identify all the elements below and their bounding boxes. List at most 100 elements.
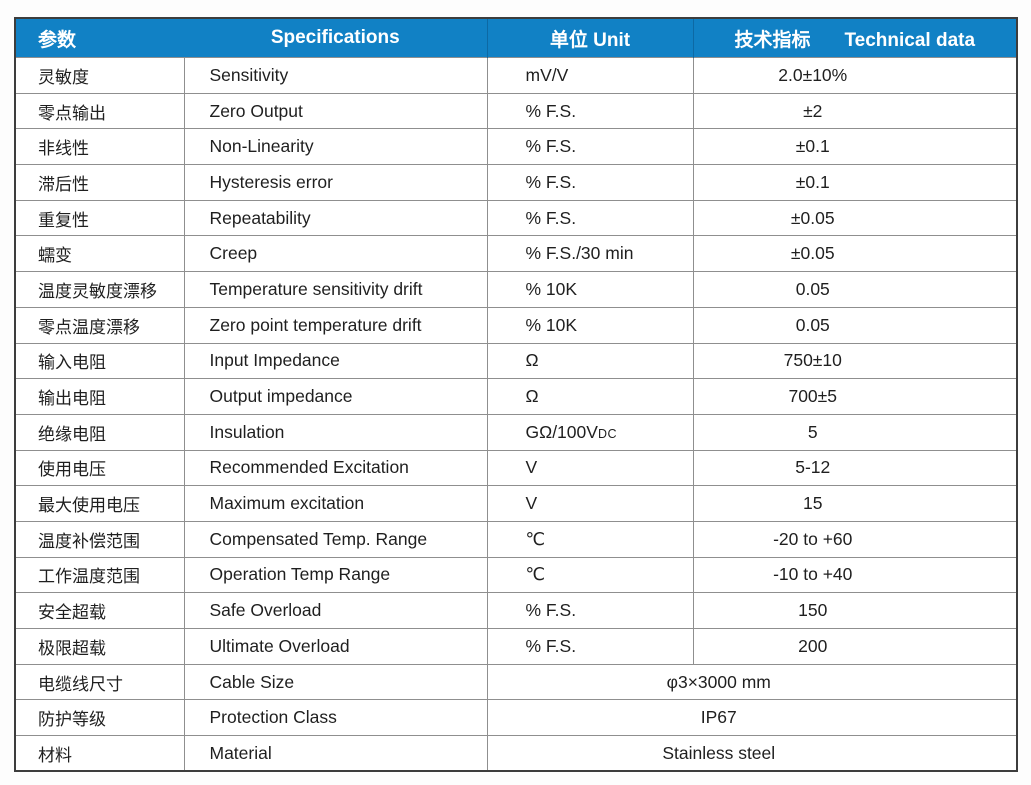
value-cell: 700±5 [692, 378, 1018, 415]
value-cell: ±0.05 [692, 235, 1018, 273]
value-cell: 0.05 [692, 306, 1018, 344]
unit-cell: V [486, 485, 694, 522]
spec-en-cell: Material [183, 735, 488, 772]
spec-en-cell: Sensitivity [183, 57, 488, 94]
unit-cell: % F.S. [486, 164, 694, 201]
table-row: 安全超载 Safe Overload% F.S. 150 [14, 592, 1018, 629]
table-row: 零点输出 Zero Output% F.S. ±2 [14, 92, 1018, 130]
merged-value-cell: φ3×3000 mm [486, 663, 1018, 701]
header-row: 参数 Specifications 单位 Unit 技术指标 Technical … [15, 18, 1017, 58]
spec-en-cell: Zero point temperature drift [183, 306, 488, 344]
merged-value-cell: Stainless steel [486, 735, 1018, 772]
spec-en-cell: Hysteresis error [183, 164, 488, 201]
spec-en-cell: Ultimate Overload [183, 628, 488, 665]
unit-cell: % 10K [486, 271, 694, 308]
unit-cell: mV/V [486, 57, 694, 94]
table-row: 重复性 Repeatability% F.S. ±0.05 [14, 199, 1018, 237]
unit-cell: % F.S./30 min [486, 235, 694, 273]
value-cell: ±0.05 [692, 199, 1018, 237]
table-row: 绝缘电阻 Insulation GΩ/100VDC 5 [14, 413, 1018, 451]
table-row: 温度补偿范围 Compensated Temp. Range ℃ -20 to +60 [14, 520, 1018, 558]
param-zh-cell: 安全超载 [14, 592, 185, 629]
spec-en-cell: Temperature sensitivity drift [183, 271, 488, 308]
param-zh-cell: 滞后性 [14, 164, 185, 201]
value-cell: 5 [692, 413, 1018, 451]
unit-cell: % F.S. [486, 628, 694, 665]
table-row: 工作温度范围 Operation Temp Range ℃ -10 to +40 [14, 556, 1018, 594]
spec-en-cell: Input Impedance [183, 342, 488, 380]
unit-cell: % 10K [486, 306, 694, 344]
param-zh-cell: 非线性 [14, 128, 185, 166]
param-zh-cell: 零点输出 [14, 92, 185, 130]
param-zh-cell: 电缆线尺寸 [14, 663, 185, 701]
param-zh-cell: 温度补偿范围 [14, 520, 185, 558]
header-specifications: Specifications [184, 18, 487, 58]
unit-subscript: DC [597, 426, 617, 441]
value-cell: -20 to +60 [692, 520, 1018, 558]
param-zh-cell: 蠕变 [14, 235, 185, 273]
spec-en-cell: Recommended Excitation [183, 449, 488, 487]
spec-en-cell: Cable Size [183, 663, 488, 701]
table-row: 材料 Material Stainless steel [14, 735, 1018, 772]
unit-cell: Ω [486, 378, 694, 415]
table-row: 防护等级 Protection Class IP67 [14, 699, 1018, 737]
unit-cell: % F.S. [486, 92, 694, 130]
value-cell: 200 [692, 628, 1018, 665]
spec-en-cell: Non-Linearity [183, 128, 488, 166]
spec-table-header: 参数 Specifications 单位 Unit 技术指标 Technical … [15, 18, 1017, 58]
param-zh-cell: 最大使用电压 [14, 485, 185, 522]
spec-en-cell: Repeatability [183, 199, 488, 237]
param-zh-cell: 绝缘电阻 [14, 413, 185, 451]
value-cell: 150 [692, 592, 1018, 629]
header-technical-data-en: Technical data [844, 29, 976, 51]
header-technical-data-zh: 技术指标 [734, 29, 811, 51]
param-zh-cell: 极限超载 [14, 628, 185, 665]
unit-cell: Ω [486, 342, 694, 380]
value-cell: ±2 [692, 92, 1018, 130]
table-row: 输入电阻 Input Impedance Ω 750±10 [14, 342, 1018, 380]
param-zh-cell: 重复性 [14, 199, 185, 237]
table-row: 电缆线尺寸 Cable Size φ3×3000 mm [14, 663, 1018, 701]
param-zh-cell: 灵敏度 [14, 57, 185, 94]
value-cell: 15 [692, 485, 1018, 522]
param-zh-cell: 防护等级 [14, 699, 185, 737]
header-technical-data: 技术指标 Technical data [692, 18, 1017, 58]
table-row: 滞后性 Hysteresis error% F.S. ±0.1 [14, 164, 1018, 201]
param-zh-cell: 输入电阻 [14, 342, 185, 380]
value-cell: -10 to +40 [692, 556, 1018, 594]
table-row: 输出电阻 Output impedance Ω 700±5 [14, 378, 1018, 415]
spec-en-cell: Output impedance [183, 378, 488, 415]
unit-cell: % F.S. [486, 128, 694, 166]
value-cell: 2.0±10% [692, 57, 1018, 94]
spec-table: 参数 Specifications 单位 Unit 技术指标 Technical … [14, 17, 1018, 773]
spec-en-cell: Operation Temp Range [183, 556, 488, 594]
param-zh-cell: 材料 [14, 735, 185, 772]
param-zh-cell: 输出电阻 [14, 378, 185, 415]
header-param: 参数 [15, 18, 184, 58]
table-row: 非线性 Non-Linearity% F.S. ±0.1 [14, 128, 1018, 166]
param-zh-cell: 零点温度漂移 [14, 306, 185, 344]
spec-en-cell: Compensated Temp. Range [183, 520, 488, 558]
unit-cell: GΩ/100VDC [486, 413, 694, 451]
param-zh-cell: 温度灵敏度漂移 [14, 271, 185, 308]
value-cell: ±0.1 [692, 128, 1018, 166]
table-row: 温度灵敏度漂移 Temperature sensitivity drift% 10… [14, 271, 1018, 308]
unit-cell: V [486, 449, 694, 487]
unit-cell: % F.S. [486, 592, 694, 629]
table-row: 最大使用电压 Maximum excitation V 15 [14, 485, 1018, 522]
unit-cell: % F.S. [486, 199, 694, 237]
param-zh-cell: 工作温度范围 [14, 556, 185, 594]
table-row: 零点温度漂移 Zero point temperature drift% 10K 0… [14, 306, 1018, 344]
header-unit: 单位 Unit [486, 18, 693, 58]
value-cell: ±0.1 [692, 164, 1018, 201]
table-row: 蠕变 Creep% F.S./30 min ±0.05 [14, 235, 1018, 273]
param-zh-cell: 使用电压 [14, 449, 185, 487]
merged-value-cell: IP67 [486, 699, 1018, 737]
table-row: 灵敏度 Sensitivity mV/V 2.0±10% [14, 57, 1018, 94]
spec-en-cell: Zero Output [183, 92, 488, 130]
table-row: 极限超载 Ultimate Overload% F.S. 200 [14, 628, 1018, 665]
value-cell: 5-12 [692, 449, 1018, 487]
spec-en-cell: Insulation [183, 413, 488, 451]
unit-cell: ℃ [486, 520, 694, 558]
table-row: 使用电压 Recommended Excitation V 5-12 [14, 449, 1018, 487]
